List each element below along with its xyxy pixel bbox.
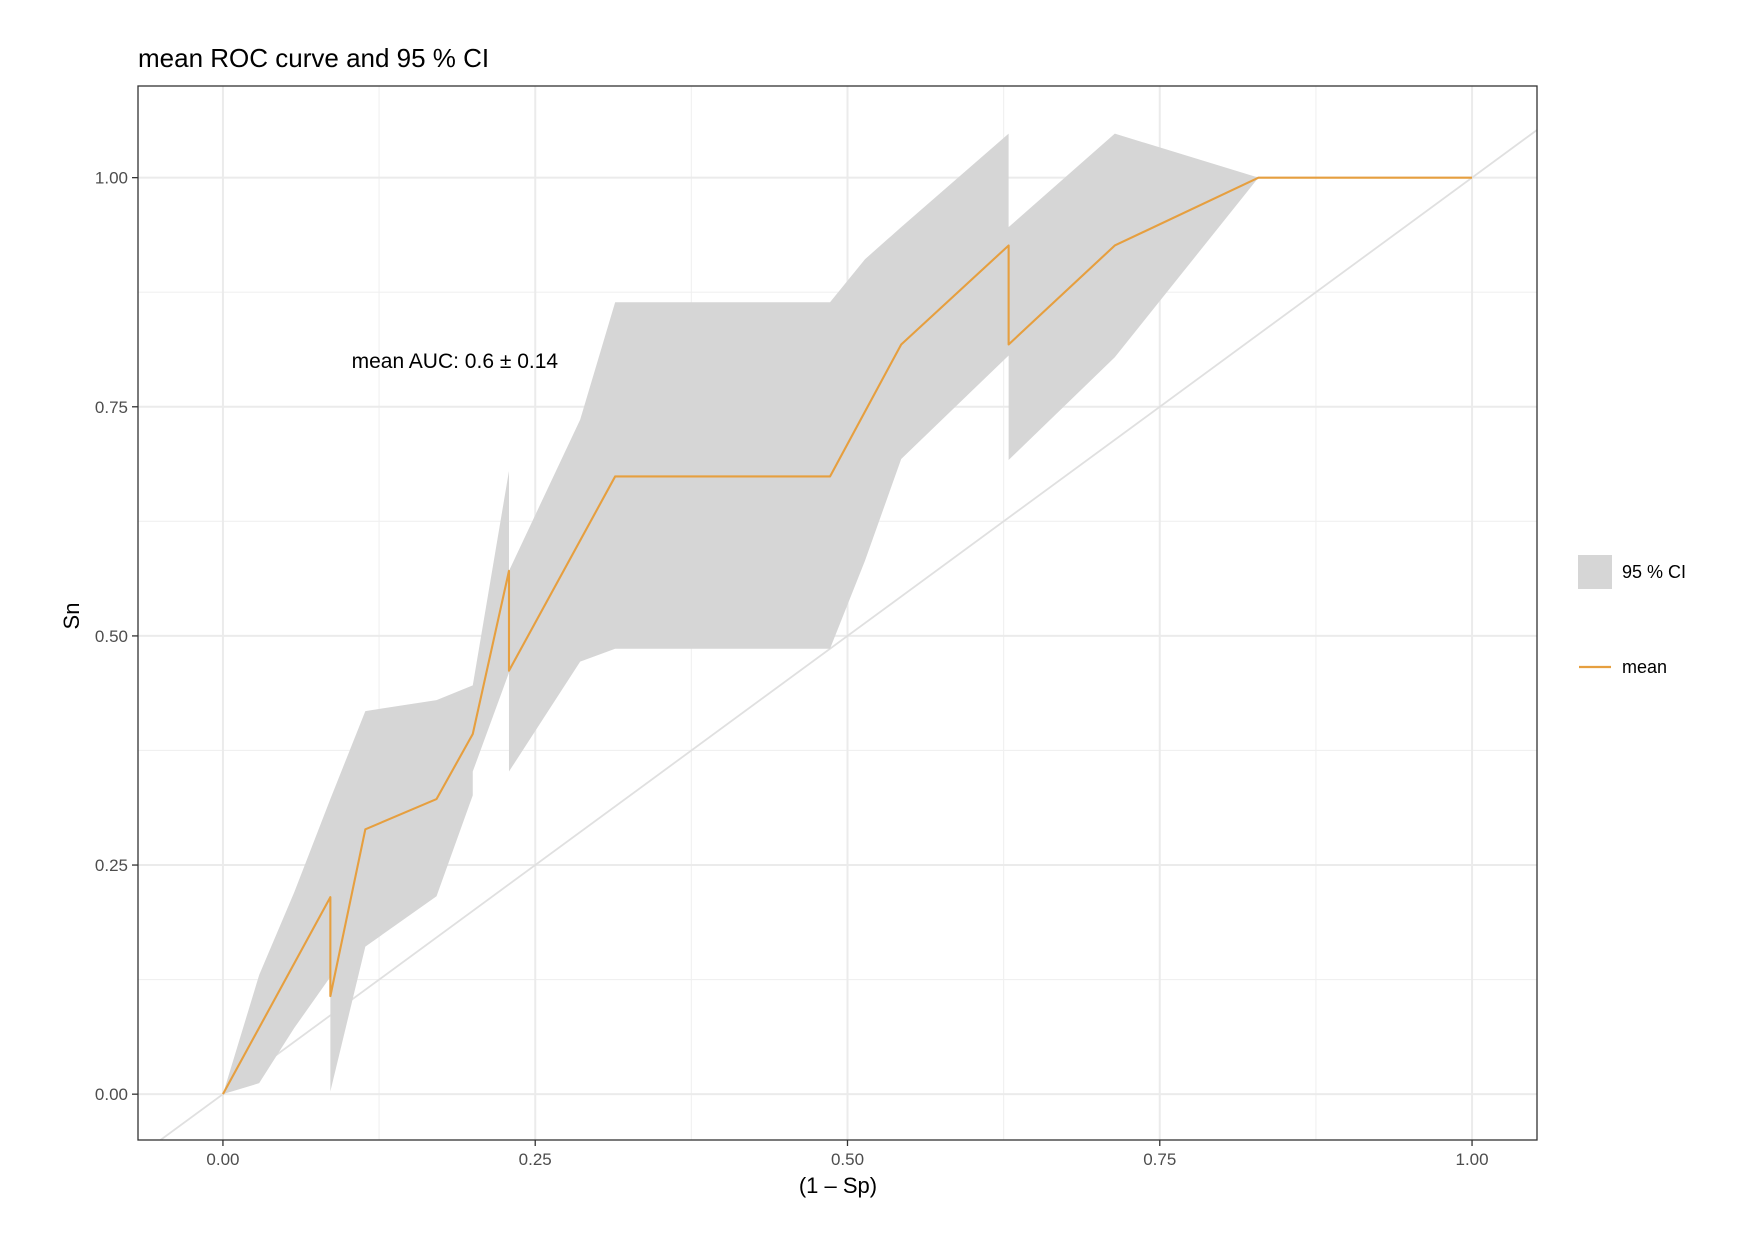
- y-tick-label: 0.50: [95, 627, 128, 646]
- panel-border: [137, 85, 1538, 1141]
- y-tick-label: 0.00: [95, 1085, 128, 1104]
- legend-key-ci: [1578, 555, 1612, 589]
- y-tick-label: 1.00: [95, 169, 128, 188]
- x-tick-label: 0.50: [831, 1150, 864, 1169]
- plot-panel: mean AUC: 0.6 ± 0.14 0.00 0.25 0.50 0.75 1.00…: [95, 85, 1538, 1169]
- legend-label-mean: mean: [1622, 657, 1667, 677]
- x-axis-title: (1 – Sp): [799, 1173, 877, 1198]
- auc-annotation: mean AUC: 0.6 ± 0.14: [352, 350, 559, 373]
- legend: 95 % CI mean: [1578, 555, 1686, 677]
- x-tick-label: 0.00: [206, 1150, 239, 1169]
- diagonal-reference-line: [158, 129, 1537, 1140]
- x-tick-label: 0.25: [519, 1150, 552, 1169]
- x-tick-label: 1.00: [1455, 1150, 1488, 1169]
- ci-band: [222, 133, 1473, 1095]
- y-axis-title: Sn: [59, 603, 84, 630]
- y-tick-label: 0.75: [95, 398, 128, 417]
- legend-label-ci: 95 % CI: [1622, 562, 1686, 582]
- panel-data: [158, 129, 1537, 1140]
- x-tick-label: 0.75: [1143, 1150, 1176, 1169]
- mean-roc-line: [222, 176, 1473, 1095]
- y-tick-label: 0.25: [95, 856, 128, 875]
- chart-title: mean ROC curve and 95 % CI: [138, 43, 489, 73]
